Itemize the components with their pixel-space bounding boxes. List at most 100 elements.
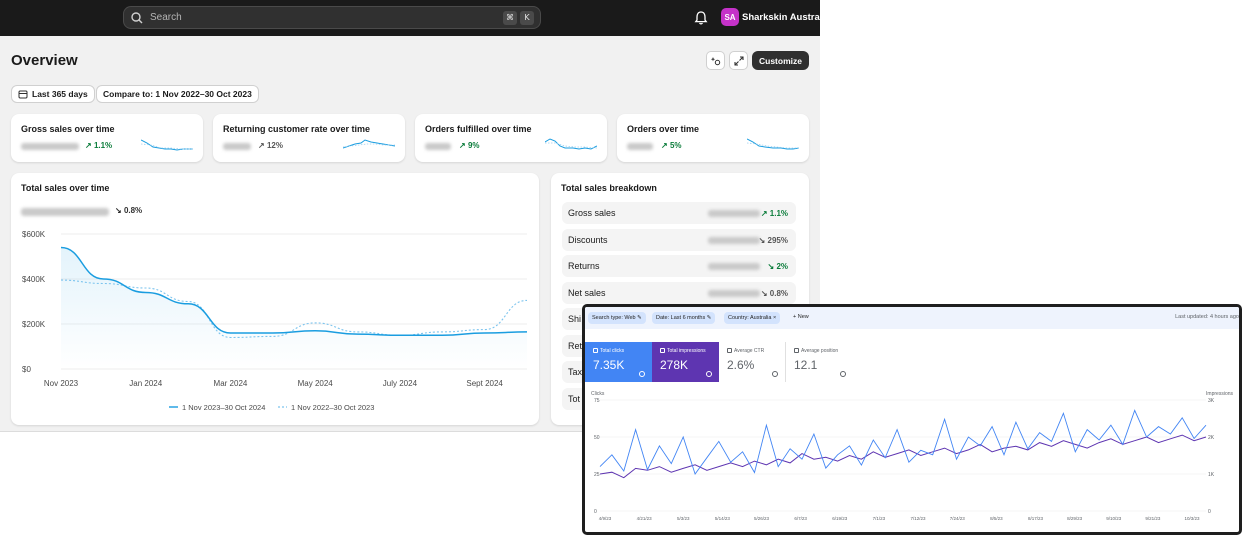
kpi-sparkline — [343, 139, 395, 149]
filter-chip-label: Country: Australia — [728, 315, 772, 321]
right-tick-label: 3K — [1208, 398, 1215, 404]
breakdown-title: Total sales breakdown — [561, 183, 657, 193]
metric-value: 7.35K — [593, 358, 625, 372]
breakdown-change: ↗ 1.1% — [761, 209, 788, 218]
x-tick-label: 7/12/23 — [911, 516, 927, 521]
metric-label-text: Average position — [801, 348, 839, 354]
compare-button[interactable]: Compare to: 1 Nov 2022–30 Oct 2023 — [96, 85, 259, 103]
store-name[interactable]: Sharkskin Australia — [742, 12, 831, 23]
help-icon[interactable] — [639, 371, 645, 377]
plus-icon: + — [793, 314, 797, 320]
metric-label-text: Average CTR — [734, 348, 765, 354]
kpi-sparkline — [747, 138, 799, 150]
metric-total-impressions[interactable]: Total impressions 278K — [652, 342, 719, 382]
edit-icon: ✎ — [706, 315, 712, 321]
arrow-down-icon: ↘ — [758, 235, 768, 245]
y-tick-label: $200K — [22, 320, 46, 329]
x-tick-label: 5/26/23 — [754, 516, 770, 521]
date-range-button[interactable]: Last 365 days — [11, 85, 95, 103]
store-avatar[interactable]: SA — [721, 8, 739, 26]
checkbox-icon — [794, 348, 799, 354]
kpi-change-value: 12% — [266, 141, 283, 150]
search-placeholder: Search — [150, 12, 182, 23]
left-tick-label: 75 — [594, 398, 600, 404]
filter-chip-label: Search type: Web — [592, 315, 636, 321]
breakdown-row-label: Tax — [568, 367, 583, 377]
breakdown-change: ↘ 2% — [768, 262, 789, 271]
breakdown-value-redacted — [708, 236, 760, 244]
filter-chip-country[interactable]: Country: Australia × — [724, 312, 781, 324]
new-filter-label: New — [797, 314, 809, 320]
kpi-value-redacted — [425, 143, 451, 150]
kpi-card-orders-fulfilled[interactable]: Orders fulfilled over time ↗ 9% — [415, 114, 607, 162]
x-tick-label: 9/10/23 — [1106, 516, 1122, 521]
breakdown-change-value: 295% — [767, 235, 788, 245]
x-tick-label: Sept 2024 — [466, 379, 503, 388]
kpi-change-value: 9% — [467, 141, 480, 150]
kpi-card-orders[interactable]: Orders over time ↗ 5% — [617, 114, 809, 162]
breakdown-row-label: Tot — [568, 393, 581, 404]
ai-assist-button[interactable] — [706, 51, 725, 70]
filter-bar: Search type: Web ✎ Date: Last 6 months ✎… — [585, 307, 1239, 329]
arrow-up-icon: ↗ — [760, 209, 770, 218]
close-icon: × — [772, 315, 777, 321]
filter-chip-search-type[interactable]: Search type: Web ✎ — [588, 312, 646, 324]
x-tick-label: 8/29/23 — [1067, 516, 1083, 521]
breakdown-row[interactable]: Net sales ↘ 0.8% — [562, 281, 796, 304]
kpi-sparkline — [545, 138, 597, 150]
breakdown-change-value: 1.1% — [769, 209, 788, 218]
breakdown-row-label: Net sales — [568, 287, 606, 298]
help-icon[interactable] — [706, 371, 712, 377]
shortcut-key-cmd: ⌘ — [503, 10, 517, 25]
breakdown-row[interactable]: Gross sales ↗ 1.1% — [562, 202, 796, 224]
breakdown-row[interactable]: Returns ↘ 2% — [562, 255, 796, 277]
right-tick-label: 1K — [1208, 472, 1215, 478]
customize-button[interactable]: Customize — [752, 51, 809, 70]
y-tick-label: $400K — [22, 275, 46, 284]
new-filter-button[interactable]: + New — [793, 314, 809, 320]
breakdown-row-label: Ret — [568, 340, 583, 351]
kpi-value-redacted — [627, 143, 653, 150]
kpi-change-value: 1.1% — [93, 141, 113, 150]
right-axis-title: Impressions — [1206, 391, 1233, 397]
x-tick-label: 6/19/23 — [832, 516, 848, 521]
top-bar: Search ⌘ K SA Sharkskin Australia — [0, 0, 830, 36]
expand-icon — [733, 55, 744, 66]
total-sales-value-redacted — [21, 208, 109, 216]
right-tick-label: 0 — [1208, 509, 1211, 515]
series-area-fill — [61, 247, 527, 369]
date-range-label: Last 365 days — [32, 89, 88, 99]
kpi-card-gross-sales[interactable]: Gross sales over time ↗ 1.1% — [11, 114, 203, 162]
total-sales-change-value: 0.8% — [123, 206, 143, 215]
y-tick-label: $600K — [22, 230, 46, 239]
kpi-sparkline — [141, 139, 193, 151]
x-tick-label: Mar 2024 — [214, 379, 248, 388]
breakdown-change: ↘ 295% — [759, 236, 788, 245]
arrow-down-icon: ↘ — [760, 288, 770, 298]
x-tick-label: 4/21/23 — [637, 516, 653, 521]
help-icon[interactable] — [840, 371, 846, 377]
notifications-bell-icon[interactable] — [694, 10, 708, 26]
edit-icon: ✎ — [637, 315, 642, 321]
search-input[interactable]: Search ⌘ K — [123, 6, 541, 29]
kpi-title: Orders over time — [627, 124, 700, 134]
chart-title: Total sales over time — [21, 183, 110, 193]
legend-label-previous: 1 Nov 2022–30 Oct 2023 — [291, 403, 374, 412]
metric-label-text: Total clicks — [600, 348, 625, 354]
metric-value: 12.1 — [794, 358, 818, 372]
filter-chip-date[interactable]: Date: Last 6 months ✎ — [652, 312, 716, 324]
x-tick-label: 10/3/23 — [1184, 516, 1200, 521]
x-tick-label: 5/3/23 — [677, 516, 690, 521]
metric-total-clicks[interactable]: Total clicks 7.35K — [585, 342, 652, 382]
help-icon[interactable] — [772, 371, 778, 377]
breakdown-row[interactable]: Discounts ↘ 295% — [562, 228, 796, 251]
checkbox-icon — [727, 348, 732, 354]
metric-average-ctr[interactable]: Average CTR 2.6% — [719, 342, 786, 382]
fullscreen-button[interactable] — [729, 51, 748, 70]
kpi-card-returning-customer-rate[interactable]: Returning customer rate over time ↗ 12% — [213, 114, 405, 162]
series-line-impressions — [599, 434, 1207, 479]
search-console-panel: Search type: Web ✎ Date: Last 6 months ✎… — [582, 304, 1242, 535]
metric-average-position[interactable]: Average position 12.1 — [786, 342, 853, 382]
kpi-title: Orders fulfilled over time — [425, 124, 532, 134]
